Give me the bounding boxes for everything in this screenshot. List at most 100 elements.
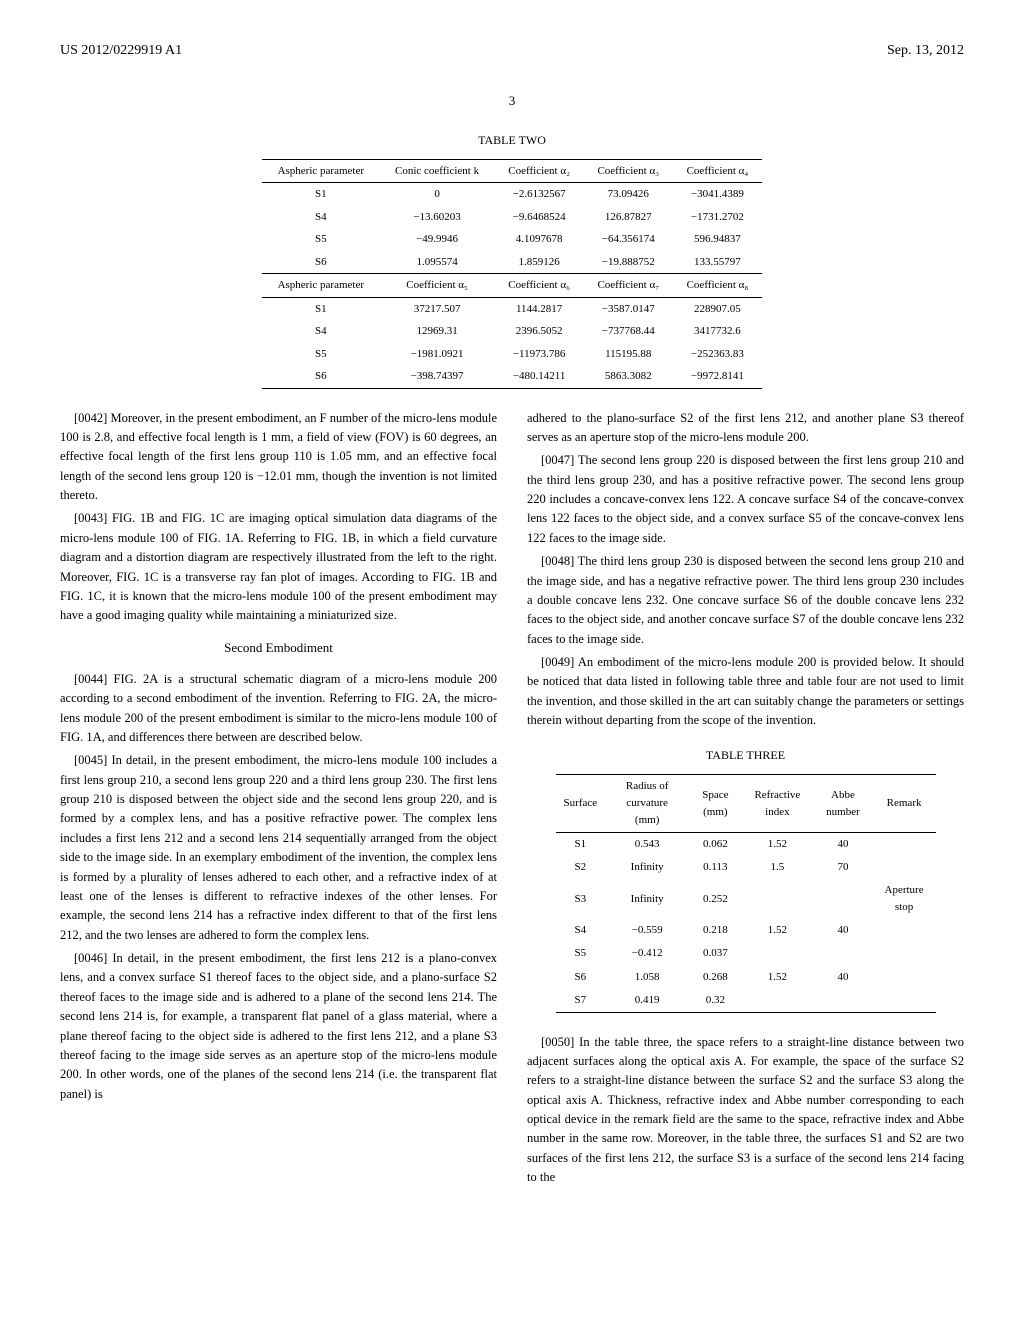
page-header: US 2012/0229919 A1 Sep. 13, 2012	[60, 40, 964, 61]
right-column: adhered to the plano-surface S2 of the f…	[527, 409, 964, 1192]
table-cell: S1	[556, 833, 606, 857]
table-cell: 73.09426	[584, 183, 673, 206]
paragraph-0046-continued: adhered to the plano-surface S2 of the f…	[527, 409, 964, 448]
table-cell: −1731.2702	[673, 206, 762, 229]
table-header: Coefficient α₄	[673, 159, 762, 183]
table-cell: S3	[556, 879, 606, 919]
table-cell: S4	[262, 320, 380, 343]
table-header: Coefficient α₇	[584, 274, 673, 298]
body-columns: [0042] Moreover, in the present embodime…	[60, 409, 964, 1192]
table-cell: 0.218	[689, 919, 741, 942]
table-cell: 126.87827	[584, 206, 673, 229]
table-cell: 70	[813, 856, 872, 879]
table-cell: −3587.0147	[584, 297, 673, 320]
table-cell	[873, 856, 936, 879]
paragraph-0043: [0043] FIG. 1B and FIG. 1C are imaging o…	[60, 509, 497, 625]
table-cell: S6	[262, 251, 380, 274]
table-cell: −1981.0921	[380, 343, 495, 366]
table-cell: 0	[380, 183, 495, 206]
table-header: Aspheric parameter	[262, 274, 380, 298]
table-cell: S4	[262, 206, 380, 229]
table-cell: S7	[556, 989, 606, 1013]
table-cell: Aperture stop	[873, 879, 936, 919]
table-cell: 596.94837	[673, 228, 762, 251]
table-cell: S1	[262, 297, 380, 320]
table-two: Aspheric parameter Conic coefficient k C…	[262, 159, 762, 389]
table-cell: S6	[262, 365, 380, 388]
table-cell: 1.52	[741, 833, 813, 857]
table-header: Remark	[873, 775, 936, 833]
table-cell: 0.062	[689, 833, 741, 857]
table-cell: −480.14211	[495, 365, 584, 388]
table-cell: 37217.507	[380, 297, 495, 320]
table-cell: −13.60203	[380, 206, 495, 229]
paragraph-0042: [0042] Moreover, in the present embodime…	[60, 409, 497, 506]
paragraph-0044: [0044] FIG. 2A is a structural schematic…	[60, 670, 497, 748]
table-cell: S5	[556, 942, 606, 965]
table-cell: −737768.44	[584, 320, 673, 343]
table-cell: 1.859126	[495, 251, 584, 274]
table-header: Coefficient α₂	[495, 159, 584, 183]
table-three: Surface Radius of curvature (mm) Space (…	[556, 774, 936, 1013]
table-cell: 228907.05	[673, 297, 762, 320]
table-cell	[873, 833, 936, 857]
table-header: Coefficient α₈	[673, 274, 762, 298]
table-cell: Infinity	[605, 879, 689, 919]
patent-number: US 2012/0229919 A1	[60, 40, 182, 61]
table-cell: 4.1097678	[495, 228, 584, 251]
table-header: Surface	[556, 775, 606, 833]
table-cell: S5	[262, 343, 380, 366]
table-cell	[741, 942, 813, 965]
table-header: Aspheric parameter	[262, 159, 380, 183]
table-cell: 1.5	[741, 856, 813, 879]
table-cell: 1.52	[741, 966, 813, 989]
page-number: 3	[60, 91, 964, 111]
paragraph-0045: [0045] In detail, in the present embodim…	[60, 751, 497, 945]
table-cell: −9972.8141	[673, 365, 762, 388]
table-cell: S1	[262, 183, 380, 206]
table-cell: 0.543	[605, 833, 689, 857]
table-cell: −49.9946	[380, 228, 495, 251]
table-cell: 1.095574	[380, 251, 495, 274]
table-header: Space (mm)	[689, 775, 741, 833]
table-cell: 133.55797	[673, 251, 762, 274]
table-cell: −0.559	[605, 919, 689, 942]
table-header: Coefficient α₆	[495, 274, 584, 298]
table-cell: −11973.786	[495, 343, 584, 366]
table-cell: 0.32	[689, 989, 741, 1013]
table-header: Refractive index	[741, 775, 813, 833]
table-cell	[873, 966, 936, 989]
paragraph-0048: [0048] The third lens group 230 is dispo…	[527, 552, 964, 649]
table-cell: 5863.3082	[584, 365, 673, 388]
table-cell: 0.268	[689, 966, 741, 989]
table-two-title: TABLE TWO	[60, 131, 964, 149]
table-cell	[813, 879, 872, 919]
table-cell: 3417732.6	[673, 320, 762, 343]
table-cell: 40	[813, 966, 872, 989]
table-cell: S2	[556, 856, 606, 879]
table-cell: −2.6132567	[495, 183, 584, 206]
table-cell: S6	[556, 966, 606, 989]
table-cell: −252363.83	[673, 343, 762, 366]
table-cell: 12969.31	[380, 320, 495, 343]
table-cell: −9.6468524	[495, 206, 584, 229]
table-cell: −398.74397	[380, 365, 495, 388]
table-header: Coefficient α₅	[380, 274, 495, 298]
table-cell: 1144.2817	[495, 297, 584, 320]
table-cell: 0.252	[689, 879, 741, 919]
table-cell: −64.356174	[584, 228, 673, 251]
table-header: Conic coefficient k	[380, 159, 495, 183]
table-cell: Infinity	[605, 856, 689, 879]
table-header: Abbe number	[813, 775, 872, 833]
table-cell	[873, 989, 936, 1013]
left-column: [0042] Moreover, in the present embodime…	[60, 409, 497, 1192]
table-cell	[873, 919, 936, 942]
table-cell: 0.419	[605, 989, 689, 1013]
table-cell	[873, 942, 936, 965]
table-header: Coefficient α₃	[584, 159, 673, 183]
section-title-second-embodiment: Second Embodiment	[60, 638, 497, 658]
paragraph-0049: [0049] An embodiment of the micro-lens m…	[527, 653, 964, 731]
table-cell: −0.412	[605, 942, 689, 965]
patent-date: Sep. 13, 2012	[887, 40, 964, 61]
table-cell: S4	[556, 919, 606, 942]
